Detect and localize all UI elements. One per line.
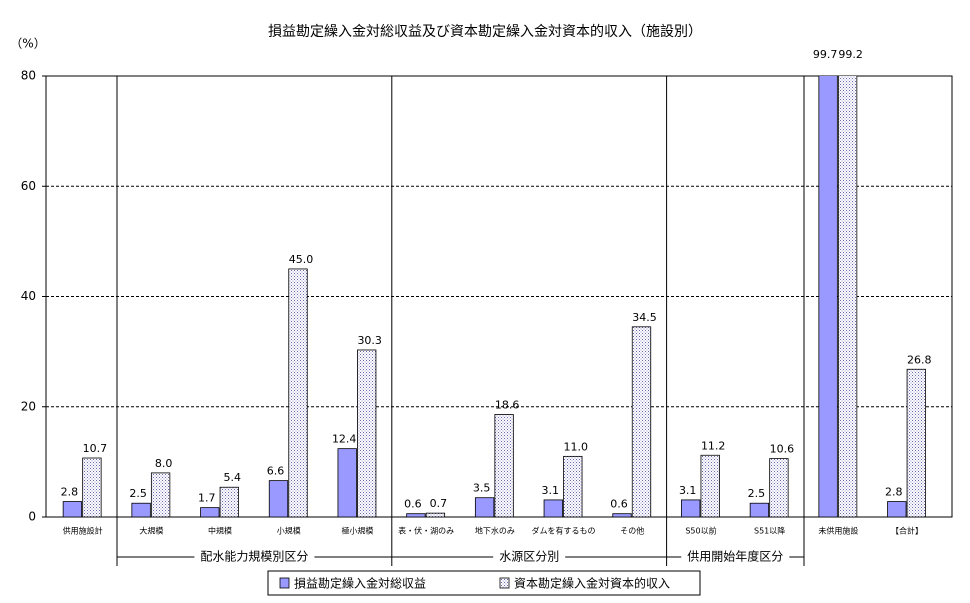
bar [357, 349, 377, 518]
y-tick-label: 20 [21, 399, 36, 413]
x-tick-label: その他 [620, 526, 644, 536]
value-label: 8.0 [155, 457, 173, 470]
legend-box [267, 570, 701, 596]
bar [818, 76, 838, 518]
bar [906, 368, 926, 518]
bar [219, 486, 239, 518]
value-label: 2.5 [129, 487, 147, 500]
bar [563, 455, 583, 518]
x-tick-label: 小規模 [277, 526, 301, 536]
value-label: 11.2 [701, 439, 726, 452]
group-label: 水源区分別 [499, 550, 559, 564]
bar [631, 326, 652, 518]
value-label: 34.5 [632, 311, 657, 324]
x-tick-label: S50以前 [685, 526, 716, 536]
value-label: 45.0 [289, 253, 314, 266]
y-axis-label: （%） [10, 37, 45, 51]
bar [406, 513, 426, 518]
value-label: 30.3 [357, 334, 382, 347]
bar [612, 513, 632, 518]
bar [337, 448, 357, 518]
bar [837, 76, 858, 518]
value-label: 12.4 [332, 433, 357, 446]
value-label: 1.7 [198, 492, 216, 505]
y-tick-label: 60 [21, 179, 36, 193]
bar [82, 457, 102, 518]
x-tick-label: 供用施設計 [63, 526, 103, 536]
value-label: 5.4 [224, 471, 242, 484]
legend-swatch [499, 577, 510, 589]
value-label: 11.0 [564, 440, 589, 453]
bar [494, 414, 514, 518]
bar [749, 502, 770, 518]
legend-swatch [279, 577, 290, 589]
x-tick-label: 大規模 [139, 526, 163, 536]
value-label: 2.8 [61, 486, 79, 499]
value-label: 2.5 [748, 487, 766, 500]
legend-label: 損益勘定繰入金対総収益 [294, 576, 426, 591]
bars [62, 76, 926, 518]
value-label: 10.6 [770, 443, 795, 456]
value-label: 2.8 [885, 486, 903, 499]
bar [769, 458, 789, 518]
x-tick-label: 中規模 [208, 526, 232, 536]
value-label: 3.1 [542, 484, 560, 497]
value-label: 3.1 [679, 484, 697, 497]
bar [425, 512, 446, 518]
chart-title: 損益勘定繰入金対総収益及び資本勘定繰入金対資本的収入（施設別） [268, 24, 702, 40]
value-label: 99.2 [838, 48, 863, 61]
value-label: 10.7 [83, 442, 108, 455]
x-tick-label: 【合計】 [891, 526, 923, 536]
bar [700, 454, 720, 518]
bar [288, 268, 308, 518]
x-tick-label: 地下水のみ [475, 526, 515, 536]
value-label: 6.6 [267, 465, 285, 478]
group-label: 供用開始年度区分 [687, 549, 783, 564]
bar [200, 507, 220, 518]
bar [268, 480, 289, 518]
bar [474, 497, 495, 518]
x-tick-label: ダムを有するもの [532, 526, 596, 536]
legend-label: 資本勘定繰入金対資本的収入 [514, 576, 670, 591]
group-label: 配水能力規模別区分 [200, 549, 308, 564]
x-tick-label: 極小規模 [341, 526, 373, 536]
x-tick-label: 表・伏・湖のみ [398, 526, 454, 536]
y-tick-label: 40 [21, 289, 36, 303]
bar [681, 499, 701, 518]
bar [131, 502, 151, 518]
value-label: 0.7 [430, 497, 448, 510]
bar [543, 499, 563, 518]
x-tick-label: S51以降 [754, 526, 785, 536]
value-label: 3.5 [473, 482, 491, 495]
value-label: 0.6 [610, 498, 628, 511]
value-label: 0.6 [404, 498, 422, 511]
x-tick-label: 未供用施設 [818, 526, 858, 536]
value-label: 18.6 [495, 398, 520, 411]
bar [887, 501, 907, 518]
y-tick-label: 80 [21, 69, 36, 83]
value-label: 26.8 [907, 353, 932, 366]
bar [150, 472, 171, 518]
bar [62, 501, 83, 518]
y-tick-label: 0 [28, 510, 36, 524]
value-label: 99.7 [813, 48, 838, 61]
